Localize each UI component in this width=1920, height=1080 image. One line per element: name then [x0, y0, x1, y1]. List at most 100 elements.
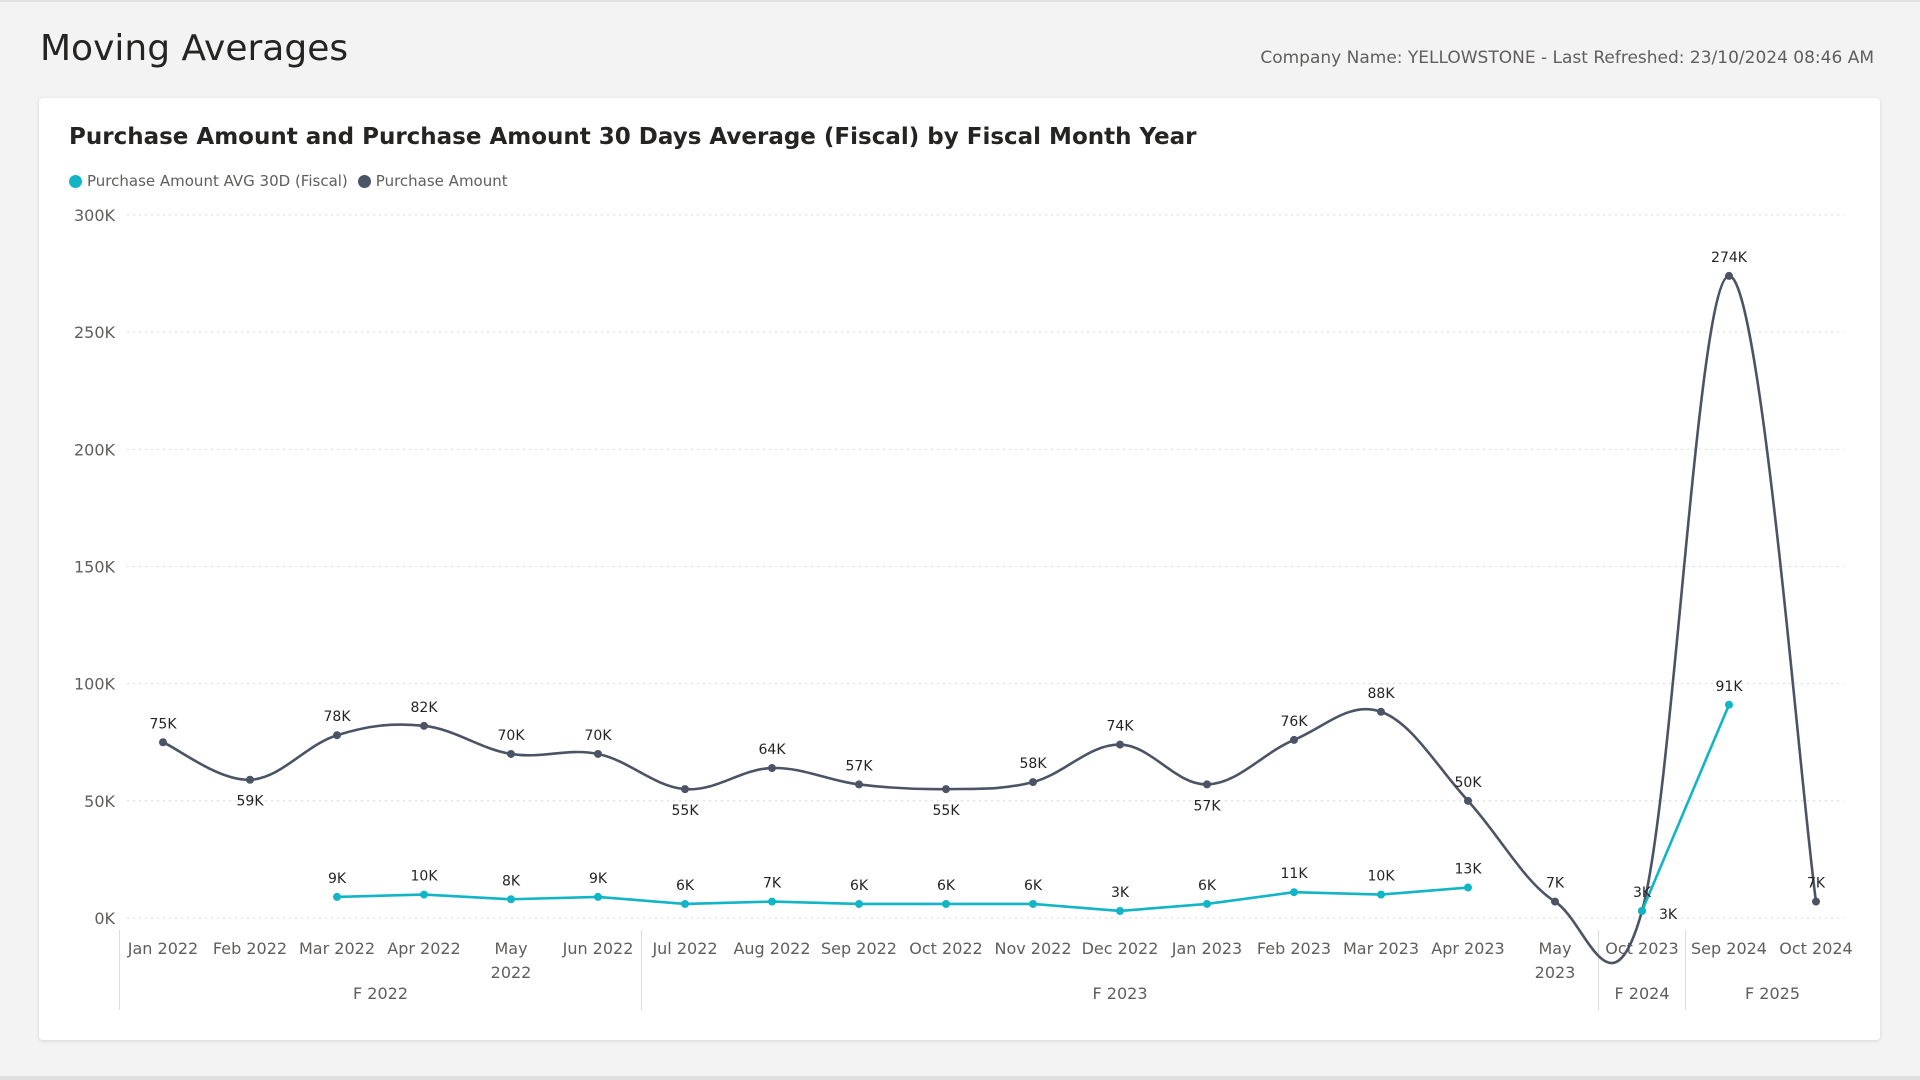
data-point[interactable]	[1116, 906, 1124, 915]
series-line[interactable]	[1640, 703, 1731, 913]
x-tick-label: Sep 2024	[1691, 939, 1767, 958]
page-title: Moving Averages	[40, 28, 349, 69]
data-label: 9K	[589, 871, 608, 887]
data-point[interactable]	[681, 899, 689, 908]
data-point[interactable]	[1029, 899, 1037, 908]
y-tick-label: 50K	[84, 792, 115, 811]
fiscal-group-label: F 2022	[353, 984, 408, 1003]
data-label: 7K	[1807, 876, 1826, 892]
data-label: 3K	[1659, 907, 1678, 923]
x-tick-label: Feb 2023	[1257, 939, 1331, 958]
bottom-scroll-strip	[0, 1076, 1920, 1080]
gridlines	[127, 214, 1844, 919]
x-tick-label: Jul 2022	[651, 939, 717, 958]
y-axis: 0K 50K 100K 150K 200K 250K 300K	[74, 206, 116, 928]
data-point[interactable]	[420, 721, 428, 730]
data-label: 74K	[1107, 719, 1135, 735]
data-labels: 75K 59K 78K 82K 70K 70K 55K 64K 57K 55K 58K 74K 57K 7…	[150, 250, 1826, 923]
data-label: 13K	[1455, 862, 1483, 878]
data-point[interactable]	[1551, 897, 1559, 906]
x-tick-label: May 2023	[1535, 939, 1576, 982]
data-point[interactable]	[159, 738, 167, 747]
data-point[interactable]	[942, 785, 950, 794]
data-point[interactable]	[1203, 899, 1211, 908]
legend-item-amount[interactable]: Purchase Amount	[357, 172, 508, 190]
y-tick-label: 0K	[94, 909, 115, 928]
data-point[interactable]	[1203, 780, 1211, 789]
x-tick-label: May 2022	[491, 939, 532, 982]
x-tick-label: Oct 2022	[909, 939, 982, 958]
y-tick-label: 200K	[74, 440, 116, 459]
chart-card[interactable]: Purchase Amount and Purchase Amount 30 D…	[39, 98, 1880, 1040]
y-tick-label: 150K	[74, 558, 116, 577]
data-label: 6K	[850, 878, 869, 894]
data-label: 6K	[676, 878, 695, 894]
data-label: 6K	[1024, 878, 1043, 894]
data-points	[159, 271, 1820, 915]
series-line[interactable]	[335, 886, 1470, 913]
x-tick-label: Jun 2022	[562, 939, 634, 958]
data-point[interactable]	[1812, 897, 1820, 906]
data-label: 3K	[1633, 885, 1652, 901]
data-point[interactable]	[1464, 796, 1472, 805]
data-point[interactable]	[768, 764, 776, 773]
x-tick-label: Aug 2022	[733, 939, 810, 958]
data-point[interactable]	[1290, 735, 1298, 744]
x-tick-label: Mar 2022	[299, 939, 375, 958]
series-line[interactable]	[161, 274, 1818, 965]
data-label: 57K	[1194, 798, 1222, 814]
x-tick-label: Mar 2023	[1343, 939, 1419, 958]
y-tick-label: 100K	[74, 675, 116, 694]
data-label: 274K	[1711, 250, 1748, 266]
data-point[interactable]	[1725, 271, 1733, 280]
data-label: 75K	[150, 716, 178, 732]
data-label: 59K	[237, 794, 265, 810]
data-label: 55K	[672, 803, 700, 819]
company-refresh-info: Company Name: YELLOWSTONE - Last Refresh…	[1260, 48, 1874, 68]
data-point[interactable]	[246, 775, 254, 784]
data-point[interactable]	[507, 895, 515, 904]
data-point[interactable]	[333, 892, 341, 901]
legend-item-avg[interactable]: Purchase Amount AVG 30D (Fiscal)	[69, 172, 348, 190]
x-tick-label: Dec 2022	[1082, 939, 1159, 958]
data-point[interactable]	[768, 897, 776, 906]
data-point[interactable]	[1029, 778, 1037, 787]
data-point[interactable]	[333, 731, 341, 740]
data-point[interactable]	[942, 899, 950, 908]
data-label: 7K	[1546, 876, 1565, 892]
data-point[interactable]	[1638, 906, 1646, 915]
data-label: 64K	[759, 742, 787, 758]
data-point[interactable]	[1377, 890, 1385, 899]
legend-dot-avg-icon	[69, 174, 82, 188]
data-point[interactable]	[1725, 700, 1733, 709]
data-point[interactable]	[1464, 883, 1472, 892]
data-label: 11K	[1281, 866, 1309, 882]
x-axis: Jan 2022 Feb 2022 Mar 2022 Apr 2022 May 2022 J…	[119, 930, 1853, 1010]
data-point[interactable]	[1116, 740, 1124, 749]
data-point[interactable]	[855, 780, 863, 789]
data-point[interactable]	[1290, 888, 1298, 897]
legend-dot-amount-icon	[357, 174, 371, 188]
data-point[interactable]	[594, 749, 602, 758]
data-label: 50K	[1455, 775, 1483, 791]
x-tick-label: Sep 2022	[821, 939, 897, 958]
data-point[interactable]	[1377, 707, 1385, 716]
data-point[interactable]	[855, 899, 863, 908]
x-tick-label: Oct 2024	[1779, 939, 1852, 958]
data-label: 7K	[763, 876, 782, 892]
data-point[interactable]	[420, 890, 428, 899]
fiscal-group-label: F 2023	[1092, 984, 1147, 1003]
data-point[interactable]	[507, 749, 515, 758]
data-point[interactable]	[594, 892, 602, 901]
data-label: 88K	[1368, 686, 1396, 702]
data-label: 6K	[1198, 878, 1217, 894]
x-tick-label: Feb 2022	[213, 939, 287, 958]
data-label: 70K	[585, 728, 613, 744]
data-point[interactable]	[681, 785, 689, 794]
fiscal-group-label: F 2025	[1745, 984, 1800, 1003]
data-label: 3K	[1111, 885, 1130, 901]
line-chart[interactable]: 0K 50K 100K 150K 200K 250K 300K Jan 2022 Feb 20…	[39, 98, 1880, 1040]
legend-label-amount: Purchase Amount	[375, 172, 508, 190]
x-tick-label: Apr 2022	[387, 939, 460, 958]
